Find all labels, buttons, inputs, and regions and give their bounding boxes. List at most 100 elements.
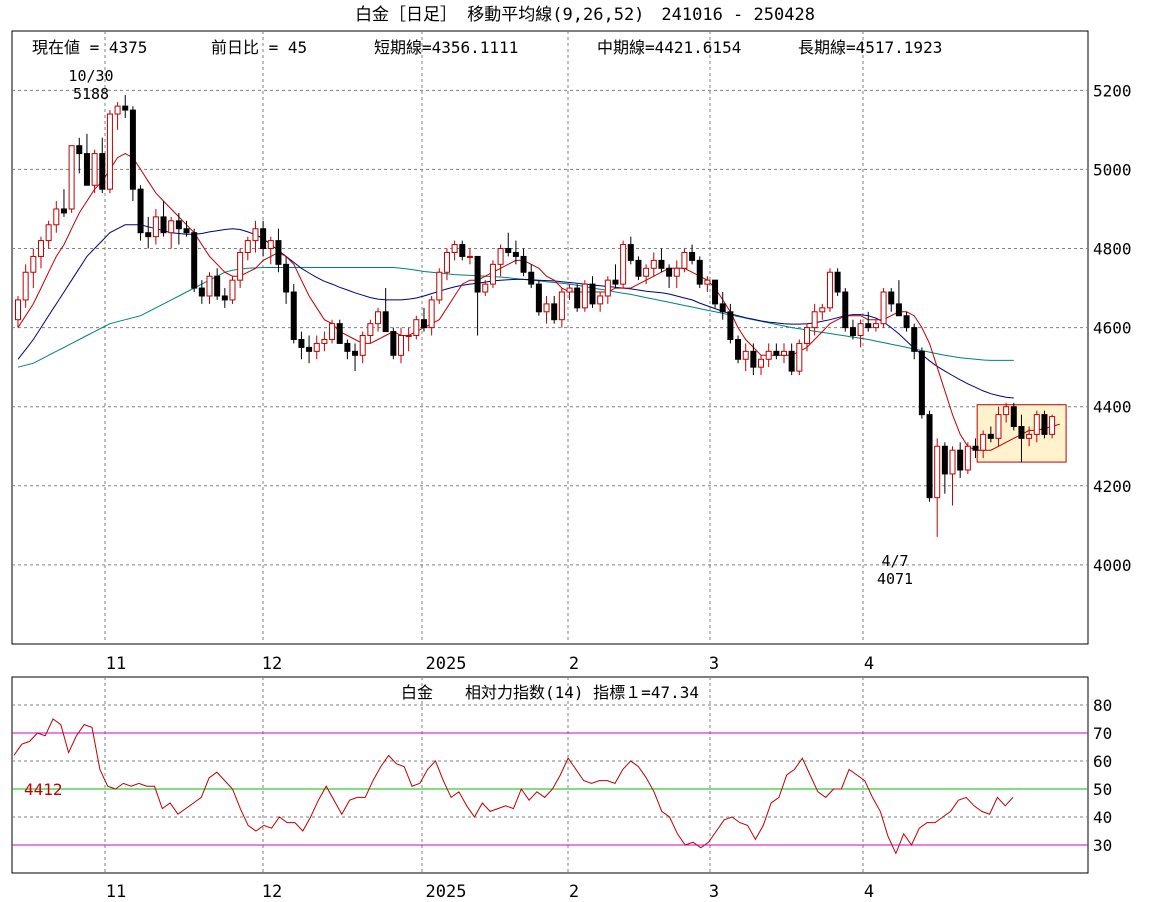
candle (367, 319, 374, 344)
candle-body (566, 287, 573, 293)
candle (934, 438, 941, 537)
candle (735, 335, 742, 364)
candle-body (497, 248, 504, 265)
candle (1003, 402, 1010, 423)
candle-body (313, 342, 320, 352)
candle (152, 208, 159, 245)
candle (834, 268, 841, 296)
candle (1041, 410, 1048, 439)
candle (949, 446, 956, 506)
candle-body (505, 248, 512, 253)
rsi-axis: 80 70 60 50 40 30 (1093, 696, 1112, 855)
candle (842, 288, 849, 332)
candle-body (612, 279, 619, 285)
candle-body (106, 113, 113, 190)
candle-body (796, 342, 803, 372)
long-ma-value: 長期線=4517.1923 (798, 38, 942, 57)
candle (137, 185, 144, 241)
candle (551, 295, 558, 324)
candle-body (857, 323, 864, 337)
candle-body (191, 232, 198, 289)
candle (604, 276, 611, 304)
candle-body (750, 350, 757, 368)
candle-body (704, 279, 711, 285)
candle (15, 295, 21, 328)
candle (980, 430, 987, 459)
candle (375, 307, 382, 332)
x-tick-label: 11 (106, 882, 126, 902)
candle (114, 102, 121, 130)
short-ma-value: 短期線=4356.1111 (374, 38, 518, 57)
candle-body (83, 153, 90, 186)
candle (704, 276, 711, 293)
candle (451, 240, 458, 261)
rsi-x-axis: 11 12 2025 2 3 4 (106, 882, 874, 902)
candle (758, 355, 765, 376)
candle (183, 220, 190, 237)
candle-body (528, 271, 535, 285)
candle (221, 288, 228, 308)
candle-body (22, 271, 29, 301)
candle-body (321, 338, 328, 344)
candle-body (183, 228, 190, 234)
x-tick-label: 2025 (426, 882, 467, 902)
candle-body (451, 244, 458, 253)
candle (512, 240, 519, 265)
candle-body (574, 287, 581, 309)
candle-body (941, 445, 948, 475)
candle-body (489, 263, 496, 285)
candle (750, 343, 757, 376)
candle-body (1049, 416, 1056, 435)
candle-body (428, 299, 435, 329)
candle (68, 145, 75, 213)
x-tick-label: 11 (106, 654, 126, 674)
candle (420, 307, 427, 332)
candle (244, 236, 251, 261)
candle (819, 303, 826, 320)
x-tick-label: 2 (569, 654, 579, 674)
candle (168, 216, 175, 249)
candle (267, 236, 274, 265)
candle (175, 212, 182, 245)
candle (788, 343, 795, 376)
candle-body (551, 303, 558, 321)
candle-body (474, 255, 481, 293)
candle (497, 244, 504, 277)
candle-body (129, 109, 136, 190)
price-tick-label: 4400 (1093, 398, 1132, 417)
candle-body (650, 259, 657, 269)
candle-body (436, 271, 443, 301)
price-tick-label: 4200 (1093, 477, 1132, 496)
high-value-label: 5188 (73, 85, 109, 103)
price-tick-label: 4800 (1093, 240, 1132, 259)
candle (352, 343, 359, 372)
candlesticks (15, 95, 1056, 537)
candle (298, 331, 305, 360)
candle-body (888, 291, 895, 305)
candle-body (673, 267, 680, 277)
candle-body (880, 291, 887, 325)
candle (597, 292, 604, 312)
candle-body (635, 259, 642, 277)
candle-body (329, 323, 336, 340)
candle (482, 280, 489, 296)
candle-body (1018, 425, 1025, 439)
candle-body (252, 228, 259, 242)
candle-body (198, 287, 205, 297)
candle-body (980, 433, 987, 451)
candle-body (543, 303, 550, 313)
candle-body (53, 208, 60, 226)
candle (145, 216, 152, 249)
x-tick-label: 12 (262, 654, 282, 674)
low-value-label: 4071 (877, 570, 913, 588)
rsi-tick-label: 70 (1093, 724, 1112, 743)
candle-body (826, 271, 833, 309)
price-axis: 5200 5000 4800 4600 4400 4200 4000 (1093, 81, 1132, 575)
candle-body (260, 228, 267, 250)
candle-body (681, 251, 688, 269)
candle-body (359, 335, 366, 356)
candle (428, 295, 435, 336)
candle-body (520, 255, 527, 273)
candle (489, 260, 496, 289)
